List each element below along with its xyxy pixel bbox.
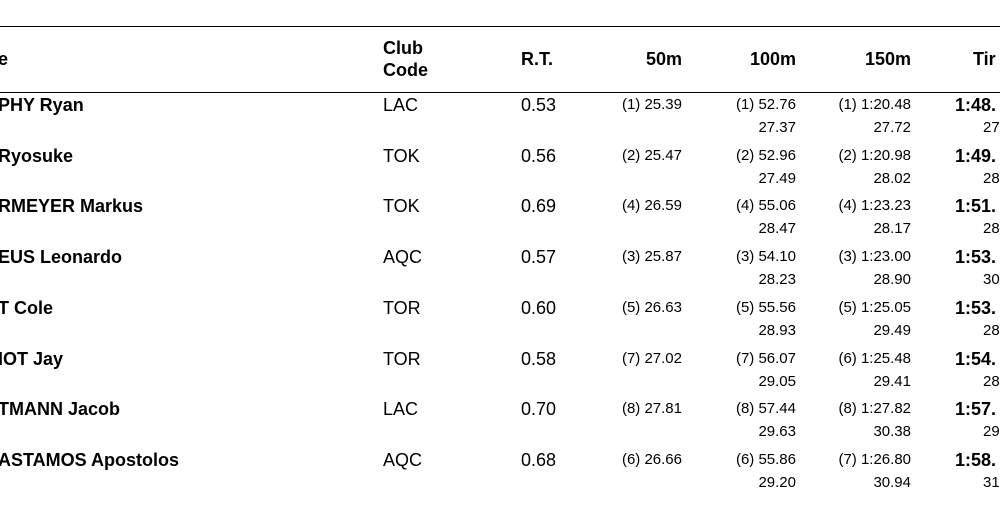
- club-code: LAC: [383, 399, 419, 420]
- reaction-time: 0.53: [521, 95, 557, 115]
- final-time: 1:58.: [955, 449, 997, 470]
- reaction-time: 0.56: [521, 145, 557, 166]
- lap-100m: 29.20: [758, 473, 796, 491]
- split-150m: (8) 1:27.82: [838, 400, 911, 418]
- club-code: AQC: [383, 247, 423, 268]
- split-50m: (5) 26.63: [621, 298, 682, 316]
- split-100m: (5) 55.56: [735, 298, 796, 316]
- lap-150m: 28.17: [873, 220, 911, 238]
- swimmer-name: TMANN Jacob: [0, 399, 121, 420]
- split-50m: (8) 27.81: [621, 400, 682, 418]
- split-150m: (2) 1:20.98: [838, 146, 911, 164]
- final-time: 1:54.: [955, 348, 997, 369]
- header-rt: R.T.: [521, 49, 554, 69]
- swimmer-name: EUS Leonardo: [0, 247, 123, 268]
- split-100m: (7) 56.07: [735, 349, 796, 367]
- split-100m: (1) 52.76: [735, 96, 796, 113]
- final-time: 1:51.: [955, 196, 997, 217]
- lap-100m: 28.93: [758, 321, 796, 339]
- lap-150m: 27.72: [873, 119, 911, 136]
- reaction-time: 0.69: [521, 196, 557, 217]
- split-150m: (1) 1:20.48: [838, 96, 911, 113]
- swimmer-name: ASTAMOS Apostolos: [0, 449, 179, 470]
- reaction-time: 0.60: [521, 297, 557, 318]
- lap-final: 30: [983, 271, 1000, 289]
- reaction-time: 0.68: [521, 449, 557, 470]
- lap-final: 28: [983, 220, 1000, 238]
- split-50m: (4) 26.59: [621, 197, 682, 215]
- split-150m: (6) 1:25.48: [838, 349, 911, 367]
- lap-150m: 28.90: [873, 271, 911, 289]
- split-100m: (8) 57.44: [735, 400, 796, 418]
- lap-100m: 28.23: [758, 271, 796, 289]
- header-100m: 100m: [749, 49, 796, 69]
- lap-100m: 27.37: [758, 119, 796, 136]
- club-code: TOK: [383, 145, 420, 166]
- lap-150m: 30.94: [873, 473, 911, 491]
- reaction-time: 0.57: [521, 247, 557, 268]
- split-150m: (3) 1:23.00: [838, 248, 911, 266]
- split-50m: (2) 25.47: [621, 146, 682, 164]
- final-time: 1:49.: [955, 145, 997, 166]
- split-50m: (7) 27.02: [621, 349, 682, 367]
- lap-final: 28: [983, 372, 1000, 390]
- split-100m: (4) 55.06: [735, 197, 796, 215]
- lap-150m: 30.38: [873, 423, 911, 441]
- lap-150m: 29.41: [873, 372, 911, 390]
- header-rule: [0, 92, 1000, 93]
- lap-100m: 28.47: [758, 220, 796, 238]
- lap-150m: 28.02: [873, 169, 911, 187]
- split-100m: (3) 54.10: [735, 248, 796, 266]
- header-50m: 50m: [645, 49, 682, 69]
- header-time: Tir: [973, 49, 996, 69]
- reaction-time: 0.70: [521, 399, 557, 420]
- club-code: TOR: [383, 348, 421, 369]
- swimmer-name: T Cole: [0, 297, 54, 318]
- lap-final: 28: [983, 169, 1000, 187]
- header-club-line1: Club: [383, 38, 423, 58]
- lap-final: 27: [983, 119, 1000, 136]
- reaction-time: 0.58: [521, 348, 557, 369]
- split-150m: (7) 1:26.80: [838, 450, 911, 468]
- split-50m: (3) 25.87: [621, 248, 682, 266]
- lap-final: 29: [983, 423, 1000, 441]
- club-code: TOK: [383, 196, 420, 217]
- lap-final: 31: [983, 473, 1000, 491]
- lap-final: 28: [983, 321, 1000, 339]
- lap-100m: 27.49: [758, 169, 796, 187]
- swimmer-name: PHY Ryan: [0, 95, 84, 115]
- split-150m: (4) 1:23.23: [838, 197, 911, 215]
- swimmer-name: RMEYER Markus: [0, 196, 144, 217]
- final-time: 1:57.: [955, 399, 997, 420]
- header-150m: 150m: [864, 49, 911, 69]
- split-100m: (6) 55.86: [735, 450, 796, 468]
- club-code: AQC: [383, 449, 423, 470]
- club-code: TOR: [383, 297, 421, 318]
- split-150m: (5) 1:25.05: [838, 298, 911, 316]
- split-50m: (1) 25.39: [621, 96, 682, 113]
- lap-150m: 29.49: [873, 321, 911, 339]
- header-name: e: [0, 49, 9, 69]
- swimmer-name: IOT Jay: [0, 348, 64, 369]
- lap-100m: 29.63: [758, 423, 796, 441]
- header-club-line2: Code: [383, 60, 428, 80]
- final-time: 1:48.: [955, 95, 997, 115]
- final-time: 1:53.: [955, 247, 997, 268]
- swimmer-name: Ryosuke: [0, 145, 74, 166]
- final-time: 1:53.: [955, 297, 997, 318]
- lap-100m: 29.05: [758, 372, 796, 390]
- split-50m: (6) 26.66: [621, 450, 682, 468]
- top-rule: [0, 26, 1000, 27]
- club-code: LAC: [383, 95, 419, 115]
- split-100m: (2) 52.96: [735, 146, 796, 164]
